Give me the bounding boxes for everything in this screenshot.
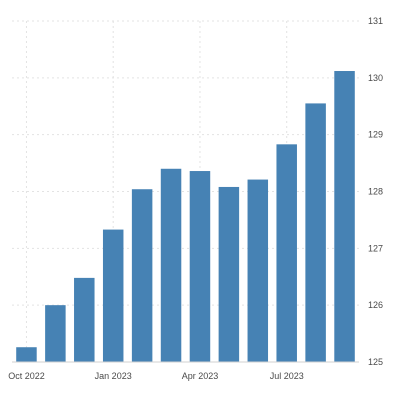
bar-2023-09 (334, 71, 355, 362)
x-tick-label: Jan 2023 (95, 371, 132, 381)
bar-2023-05 (218, 186, 240, 362)
bar-2023-02 (131, 189, 153, 362)
bar-2023-07 (276, 144, 297, 362)
bars (16, 71, 355, 363)
bar-2023-01 (102, 229, 124, 362)
bar-2023-06 (247, 179, 269, 362)
x-tick-label: Oct 2022 (8, 371, 45, 381)
tick-labels: 125 126 127 128 129 130 131 Oct 2022 Jan 2023 Apr… (8, 16, 383, 381)
bar-2023-04 (189, 171, 211, 362)
bar-2022-11 (45, 305, 66, 362)
y-tick-label: 131 (368, 16, 383, 26)
y-tick-label: 130 (368, 73, 383, 83)
y-tick-label: 126 (368, 300, 383, 310)
bar-2023-03 (160, 168, 182, 362)
y-tick-label: 127 (368, 243, 383, 253)
x-tick-label: Apr 2023 (182, 371, 219, 381)
y-tick-label: 125 (368, 357, 383, 367)
bar-2022-10 (16, 347, 37, 362)
bar-2023-08 (305, 103, 326, 363)
bar-2022-12 (74, 277, 95, 362)
x-tick-label: Jul 2023 (270, 371, 304, 381)
y-tick-label: 128 (368, 187, 383, 197)
y-tick-label: 129 (368, 130, 383, 140)
